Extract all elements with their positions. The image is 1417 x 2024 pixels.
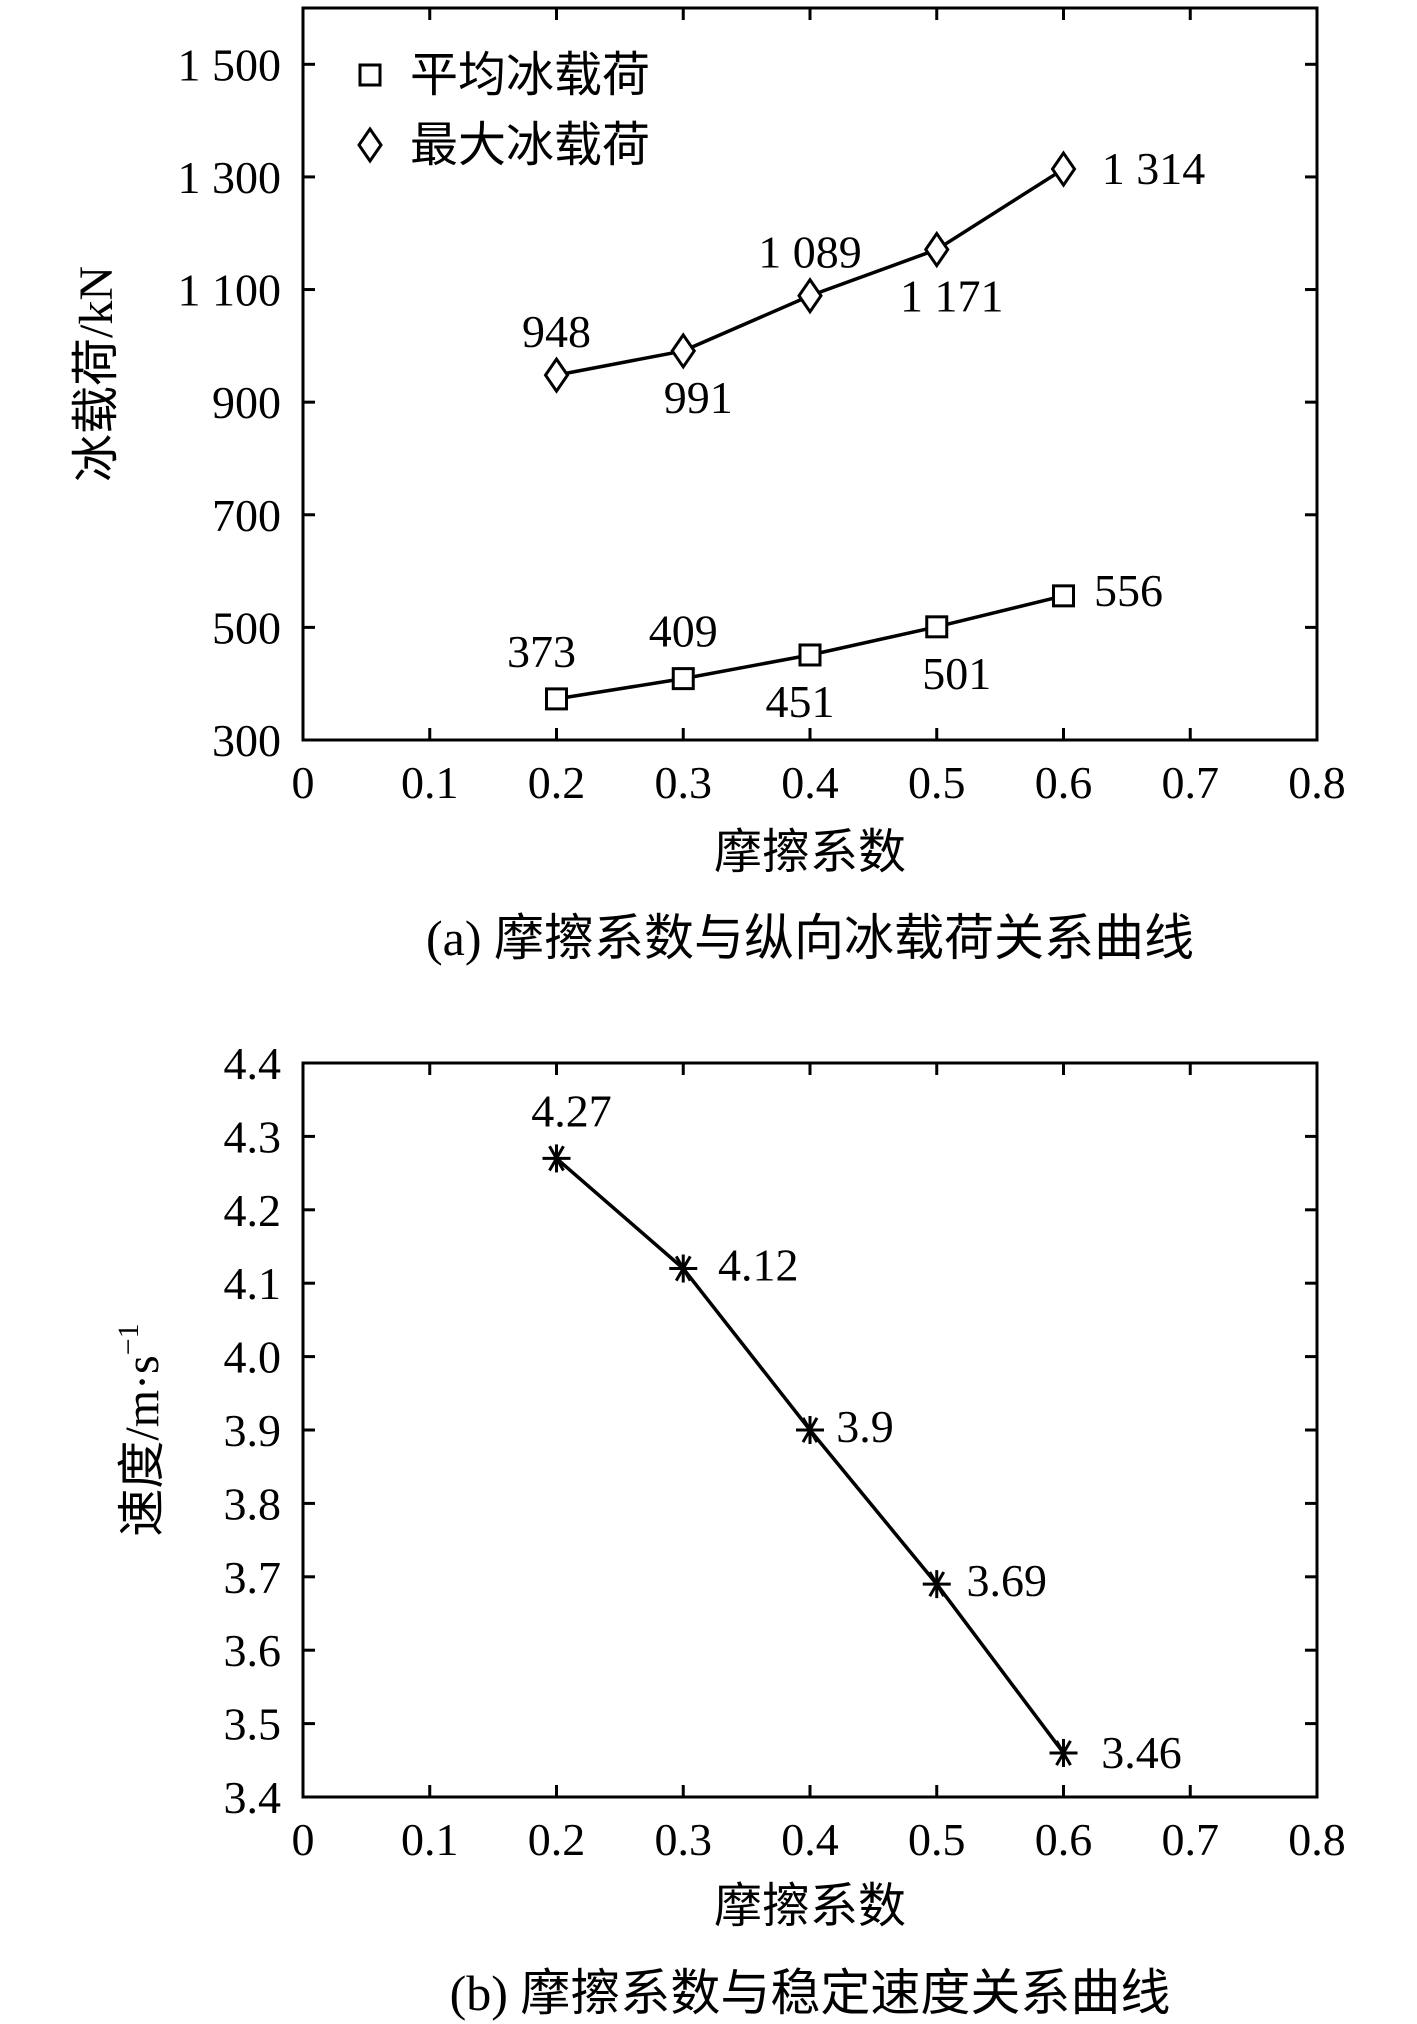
- data-label: 4.12: [718, 1240, 799, 1291]
- y-axis-label-b-superscript: −1: [112, 1323, 145, 1355]
- x-tick-label: 0.5: [908, 1814, 966, 1865]
- x-tick-label: 0.1: [401, 1814, 459, 1865]
- data-point-asterisk: [1049, 1738, 1078, 1767]
- data-label: 1 171: [900, 271, 1004, 322]
- data-label: 991: [664, 372, 733, 423]
- y-tick-label: 4.0: [224, 1332, 282, 1383]
- y-tick-label: 1 300: [178, 152, 282, 203]
- x-tick-label: 0.4: [781, 757, 839, 808]
- data-point-diamond: [1050, 150, 1077, 188]
- y-tick-label: 3.8: [224, 1478, 282, 1529]
- data-label: 948: [522, 306, 591, 357]
- y-axis-label-b: 速度/m·s−1: [112, 1323, 169, 1536]
- data-point-asterisk: [796, 1416, 824, 1444]
- y-tick-label: 3.9: [224, 1405, 282, 1456]
- data-label: 1 314: [1102, 143, 1206, 194]
- x-tick-label: 0.8: [1288, 757, 1346, 808]
- series-a: 373 409 451 501 556 948 991 1 089 1 171 1 314: [507, 143, 1205, 727]
- chart-speed: 0 0.1 0.2 0.3 0.4 0.5 0.6 0.7 0.8 3.4 3.5 3.6 3.7 3.8…: [112, 1038, 1346, 2021]
- x-tick-label: 0.6: [1035, 1814, 1093, 1865]
- x-axis-label-b: 摩擦系数: [714, 1880, 906, 1933]
- y-tick-label: 3.5: [224, 1699, 282, 1750]
- x-axis-label-a: 摩擦系数: [714, 826, 906, 879]
- y-tick-label: 900: [212, 377, 281, 428]
- chart-ice-load: 0 0.1 0.2 0.3 0.4 0.5 0.6 0.7 0.8 300 500 700 900 1 1…: [70, 6, 1346, 966]
- data-point-diamond: [797, 277, 823, 315]
- x-tick-label: 0.2: [528, 757, 586, 808]
- x-tick-label: 0: [292, 757, 315, 808]
- data-point-diamond: [670, 332, 697, 370]
- y-tick-label: 300: [212, 715, 281, 766]
- y-axis-label-b-main: 速度/m·s: [116, 1355, 169, 1536]
- x-tick-label: 0.5: [908, 757, 966, 808]
- x-tick-label: 0.7: [1162, 1814, 1220, 1865]
- data-label: 409: [649, 606, 718, 657]
- y-tick-label: 4.3: [224, 1111, 282, 1162]
- data-label: 556: [1094, 565, 1163, 616]
- x-tick-label: 0.3: [655, 1814, 713, 1865]
- y-tick-label: 1 500: [178, 39, 282, 90]
- plot-frame-a: [301, 6, 1319, 742]
- y-tick-label: 4.1: [224, 1258, 282, 1309]
- legend-label: 最大冰载荷: [410, 119, 650, 172]
- ticks-a: 0 0.1 0.2 0.3 0.4 0.5 0.6 0.7 0.8 300 500 700 900 1 1…: [178, 8, 1346, 808]
- y-axis-label-a: 冰载荷/kN: [70, 266, 123, 482]
- legend-label: 平均冰载荷: [410, 49, 650, 102]
- data-point-square: [545, 687, 568, 711]
- x-tick-label: 0.3: [655, 757, 713, 808]
- x-tick-label: 0.4: [781, 1814, 839, 1865]
- x-tick-label: 0: [292, 1814, 315, 1865]
- data-label: 3.69: [967, 1555, 1048, 1606]
- y-tick-label: 1 100: [178, 265, 282, 316]
- x-tick-label: 0.1: [401, 757, 459, 808]
- data-label: 451: [766, 676, 835, 727]
- data-point-asterisk: [669, 1254, 698, 1283]
- data-label: 3.46: [1101, 1727, 1182, 1778]
- ticks-b: 0 0.1 0.2 0.3 0.4 0.5 0.6 0.7 0.8 3.4 3.5 3.6 3.7 3.8…: [224, 1038, 1346, 1865]
- data-label: 4.27: [531, 1085, 612, 1136]
- data-label: 3.9: [836, 1401, 894, 1452]
- series-line-b-0: [555, 1157, 1065, 1755]
- legend-marker-diamond: [357, 126, 383, 164]
- y-tick-label: 4.2: [224, 1185, 282, 1236]
- data-point-diamond: [923, 230, 950, 269]
- x-tick-label: 0.7: [1162, 757, 1220, 808]
- chart-title-b: (b) 摩擦系数与稳定速度关系曲线: [450, 1965, 1171, 2021]
- y-tick-label: 3.6: [224, 1625, 282, 1676]
- data-point-diamond: [543, 356, 570, 394]
- x-tick-label: 0.6: [1035, 757, 1093, 808]
- chart-title-a: (a) 摩擦系数与纵向冰载荷关系曲线: [426, 910, 1194, 966]
- data-label: 373: [507, 626, 576, 677]
- y-tick-label: 700: [212, 490, 281, 541]
- y-tick-label: 4.4: [224, 1038, 282, 1089]
- x-tick-label: 0.2: [528, 1814, 586, 1865]
- x-tick-label: 0.8: [1288, 1814, 1346, 1865]
- y-tick-label: 3.4: [224, 1772, 282, 1823]
- y-tick-label: 500: [212, 602, 281, 653]
- data-point-square: [925, 615, 949, 639]
- data-point-asterisk: [922, 1570, 951, 1599]
- data-label: 1 089: [758, 227, 862, 278]
- data-point-square: [1052, 584, 1075, 608]
- y-tick-label: 3.7: [224, 1552, 282, 1603]
- data-label: 501: [922, 648, 991, 699]
- legend-marker-square: [358, 63, 382, 87]
- data-point-asterisk: [542, 1144, 571, 1173]
- series-b: 4.27 4.12 3.9 3.69 3.46: [531, 1085, 1182, 1778]
- data-point-square: [671, 667, 695, 691]
- data-point-square: [798, 643, 822, 667]
